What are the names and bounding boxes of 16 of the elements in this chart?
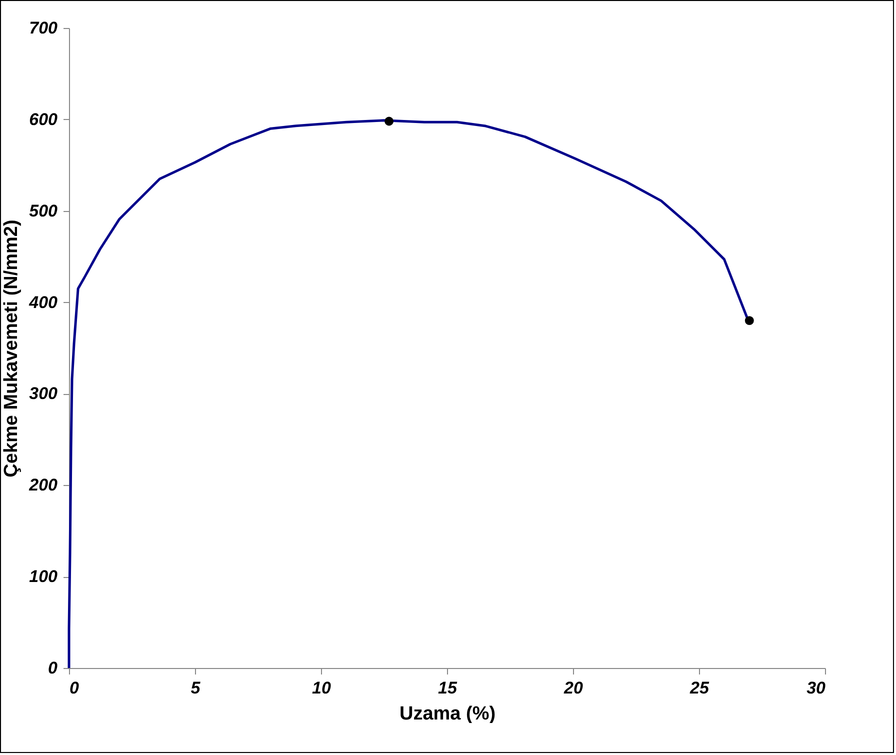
y-tick-label: 0 — [48, 658, 58, 678]
y-tick-label: 600 — [29, 110, 58, 129]
x-tick-label: 20 — [563, 678, 584, 698]
y-axis-title: Çekme Mukavemeti (N/mm2) — [1, 220, 22, 478]
y-tick-label: 500 — [29, 201, 58, 220]
x-tick-label: 0 — [70, 678, 80, 698]
x-tick-label: 10 — [312, 678, 332, 698]
y-tick-label: 400 — [28, 292, 58, 312]
x-tick-label: 5 — [190, 678, 201, 698]
y-tick-label: 100 — [29, 567, 58, 586]
y-tick-label: 300 — [29, 384, 58, 404]
x-tick-label: 25 — [689, 678, 710, 698]
y-tick-label: 200 — [28, 476, 58, 495]
y-tick-label: 700 — [29, 18, 58, 38]
x-tick-label: 30 — [806, 678, 826, 698]
x-tick-label: 15 — [438, 678, 458, 698]
